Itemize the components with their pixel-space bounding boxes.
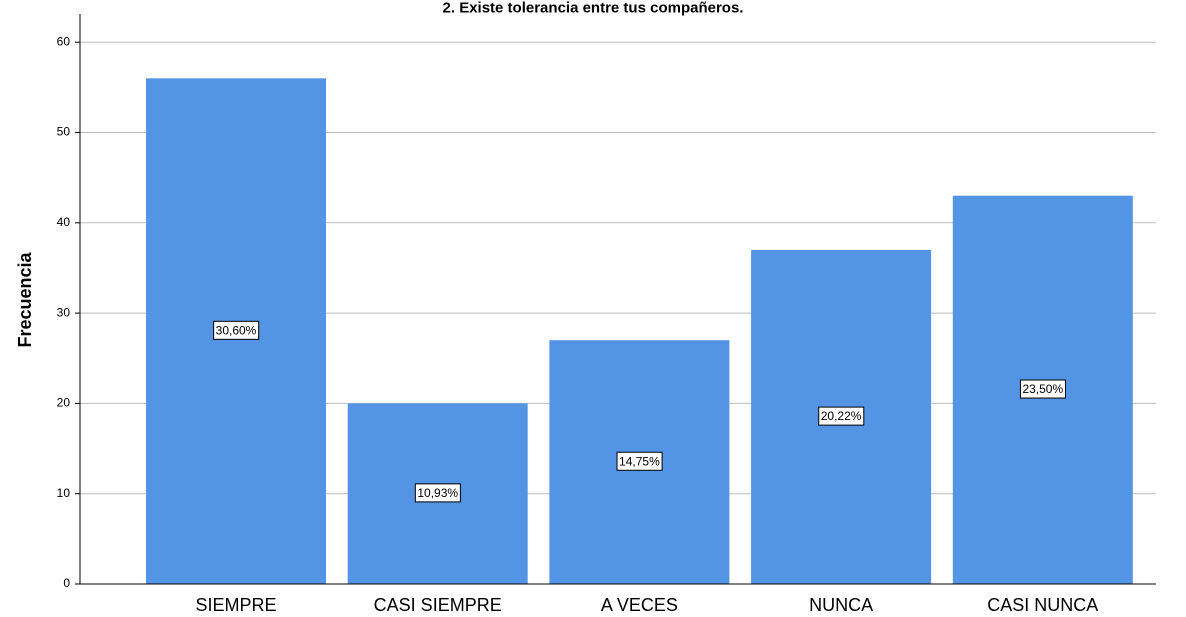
x-tick-label: CASI NUNCA	[987, 595, 1098, 615]
y-tick-label: 40	[57, 215, 71, 229]
svg-text:10,93%: 10,93%	[417, 486, 458, 500]
y-tick-label: 60	[57, 34, 71, 48]
data-label: 30,60%	[213, 320, 260, 340]
x-tick-label: SIEMPRE	[195, 595, 276, 615]
data-labels: 30,60% 10,93% 14,75% 20,22% 23,50%	[213, 320, 1066, 503]
chart-title: 2. Existe tolerancia entre tus compañero…	[443, 0, 744, 16]
y-tick-label: 20	[57, 396, 71, 410]
svg-text:14,75%: 14,75%	[619, 454, 660, 468]
data-label: 10,93%	[414, 483, 461, 503]
x-tick-label: CASI SIEMPRE	[374, 595, 502, 615]
y-tick-label: 50	[57, 125, 71, 139]
y-tick-label: 10	[57, 486, 71, 500]
svg-text:30,60%: 30,60%	[216, 323, 257, 337]
y-tick-label: 30	[57, 305, 71, 319]
data-label: 23,50%	[1019, 379, 1066, 399]
data-label: 14,75%	[616, 451, 663, 471]
axes: 0 10 20 30 40 50 60 SIEMPRE CASI SIEMPRE A VECES N…	[57, 14, 1156, 615]
svg-text:20,22%: 20,22%	[821, 409, 862, 423]
x-tick-label: NUNCA	[809, 595, 873, 615]
svg-text:23,50%: 23,50%	[1022, 382, 1063, 396]
data-label: 20,22%	[818, 406, 865, 426]
bars	[146, 78, 1133, 584]
x-tick-label: A VECES	[601, 595, 678, 615]
y-axis-label: Frecuencia	[15, 251, 35, 347]
y-tick-label: 0	[63, 576, 70, 590]
